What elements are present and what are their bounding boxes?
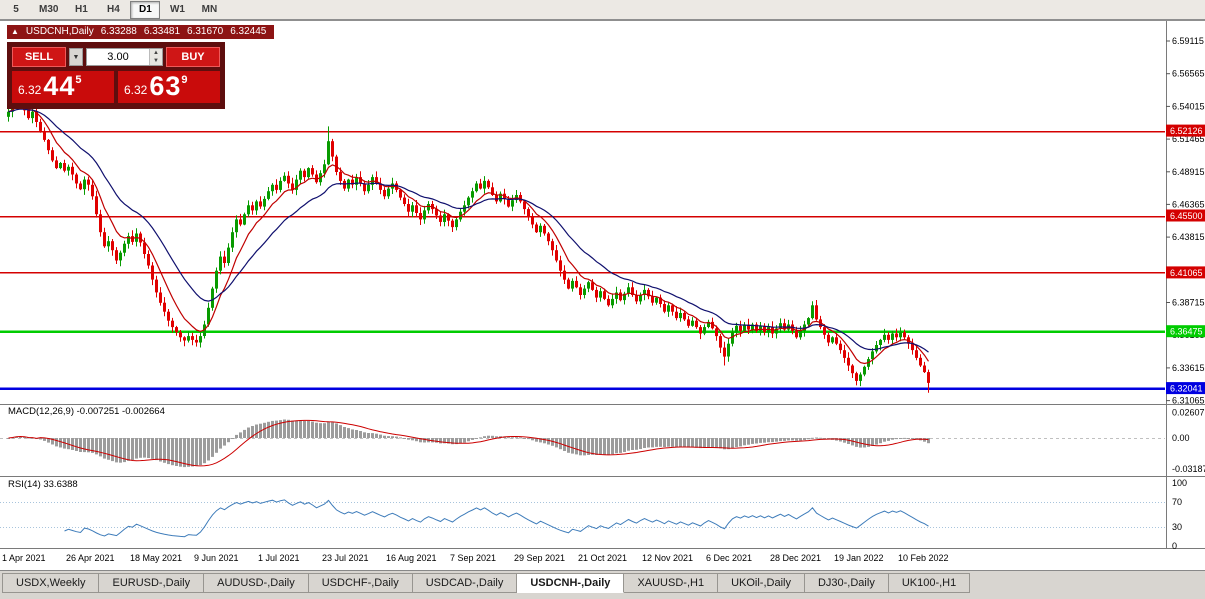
timeframe-mn[interactable]: MN	[201, 4, 218, 15]
timeframe-h1[interactable]: H1	[75, 4, 88, 15]
ohlc-close: 6.32445	[230, 26, 267, 37]
ask-price[interactable]: 6.32 63 9	[118, 71, 220, 103]
ohlc-open: 6.33288	[100, 26, 137, 37]
svg-text:12 Nov 2021: 12 Nov 2021	[642, 553, 693, 563]
bid-price[interactable]: 6.32 44 5	[12, 71, 114, 103]
ask-price-prefix: 6.32	[124, 83, 148, 97]
macd-signal-line	[8, 419, 929, 467]
timeframe-d1[interactable]: D1	[130, 0, 161, 19]
svg-text:6 Dec 2021: 6 Dec 2021	[706, 553, 752, 563]
svg-text:70: 70	[1172, 497, 1182, 507]
timeframe-toolbar: 5 M30 H1 H4 D1 W1 MN	[0, 0, 1205, 20]
svg-text:9 Jun 2021: 9 Jun 2021	[194, 553, 239, 563]
svg-text:28 Dec 2021: 28 Dec 2021	[770, 553, 821, 563]
bid-price-big: 44	[43, 71, 76, 101]
svg-text:29 Sep 2021: 29 Sep 2021	[514, 553, 565, 563]
timeframe-h4[interactable]: H4	[107, 4, 120, 15]
svg-text:0.02607: 0.02607	[1172, 408, 1205, 418]
svg-text:19 Jan 2022: 19 Jan 2022	[834, 553, 884, 563]
svg-text:6.32041: 6.32041	[1170, 384, 1203, 394]
svg-text:1 Apr 2021: 1 Apr 2021	[2, 553, 46, 563]
svg-text:26 Apr 2021: 26 Apr 2021	[66, 553, 115, 563]
svg-text:-0.03187: -0.03187	[1172, 464, 1205, 474]
svg-text:23 Jul 2021: 23 Jul 2021	[322, 553, 369, 563]
tab-usdcad-daily[interactable]: USDCAD-,Daily	[412, 573, 518, 593]
svg-text:1 Jul 2021: 1 Jul 2021	[258, 553, 300, 563]
bid-price-prefix: 6.32	[18, 83, 42, 97]
indicator-axis-labels: 0.02607 0.00 -0.03187 100 70 30 0	[1172, 408, 1205, 551]
volume-dropdown-icon[interactable]: ▼	[69, 48, 83, 66]
svg-text:6.46365: 6.46365	[1172, 199, 1205, 209]
svg-text:0: 0	[1172, 541, 1177, 551]
svg-text:10 Feb 2022: 10 Feb 2022	[898, 553, 949, 563]
svg-text:6.56565: 6.56565	[1172, 69, 1205, 79]
ohlc-high: 6.33481	[143, 26, 181, 37]
tab-ukoil-daily[interactable]: UKOil-,Daily	[718, 573, 805, 593]
ask-price-pip: 9	[181, 74, 188, 86]
svg-text:30: 30	[1172, 522, 1182, 532]
chart-title-bar: ▲ USDCNH,Daily 6.33288 6.33481 6.31670 6…	[7, 25, 275, 39]
volume-stepper[interactable]: 3.00 ▲ ▼	[86, 48, 163, 66]
tab-uk100-h1[interactable]: UK100-,H1	[888, 573, 971, 593]
timeframe-m30[interactable]: M30	[39, 4, 59, 15]
ohlc-low: 6.31670	[187, 26, 224, 37]
sell-button[interactable]: SELL	[12, 47, 66, 67]
svg-text:100: 100	[1172, 478, 1187, 488]
tab-xauusd-h1[interactable]: XAUUSD-,H1	[624, 573, 719, 593]
svg-text:6.43815: 6.43815	[1172, 232, 1205, 242]
one-click-trading-panel: SELL ▼ 3.00 ▲ ▼ BUY 6.32 44 5 6.32 63 9	[7, 42, 225, 109]
buy-button[interactable]: BUY	[166, 47, 220, 67]
date-axis-labels: 1 Apr 2021 26 Apr 2021 18 May 2021 9 Jun 20…	[2, 553, 949, 563]
svg-text:7 Sep 2021: 7 Sep 2021	[450, 553, 496, 563]
svg-text:6.31065: 6.31065	[1172, 396, 1205, 406]
tab-usdx-weekly[interactable]: USDX,Weekly	[2, 573, 100, 593]
ma-21-line	[8, 108, 929, 353]
rsi-label: RSI(14) 33.6388	[8, 479, 78, 490]
svg-text:6.54015: 6.54015	[1172, 101, 1205, 111]
hline-price-tags: 6.52126 6.45500 6.41065 6.36475 6.32041	[1166, 124, 1205, 395]
svg-text:21 Oct 2021: 21 Oct 2021	[578, 553, 627, 563]
tab-usdcnh-daily[interactable]: USDCNH-,Daily	[517, 573, 625, 593]
tab-usdchf-daily[interactable]: USDCHF-,Daily	[308, 573, 413, 593]
svg-text:6.36475: 6.36475	[1170, 327, 1203, 337]
tab-audusd-daily[interactable]: AUDUSD-,Daily	[204, 573, 309, 593]
collapse-panel-icon[interactable]: ▲	[11, 27, 19, 36]
volume-value[interactable]: 3.00	[107, 51, 129, 63]
svg-text:6.38715: 6.38715	[1172, 298, 1205, 308]
chart-tabs: USDX,Weekly EURUSD-,Daily AUDUSD-,Daily USD…	[0, 570, 1205, 599]
ask-price-big: 63	[149, 71, 182, 101]
svg-text:6.59115: 6.59115	[1172, 36, 1204, 46]
ma-8-line	[8, 105, 930, 365]
tab-eurusd-daily[interactable]: EURUSD-,Daily	[99, 573, 205, 593]
svg-text:6.52126: 6.52126	[1170, 126, 1203, 136]
svg-text:16 Aug 2021: 16 Aug 2021	[386, 553, 437, 563]
svg-text:18 May 2021: 18 May 2021	[130, 553, 182, 563]
rsi-line	[64, 499, 929, 538]
chart-symbol-period: USDCNH,Daily	[25, 26, 94, 37]
macd-histogram	[7, 419, 930, 468]
svg-text:0.00: 0.00	[1172, 433, 1190, 443]
svg-text:6.33615: 6.33615	[1172, 363, 1205, 373]
bid-price-pip: 5	[75, 74, 82, 86]
tab-dj30-daily[interactable]: DJ30-,Daily	[804, 573, 889, 593]
timeframe-w1[interactable]: W1	[169, 4, 185, 15]
svg-text:6.41065: 6.41065	[1170, 268, 1203, 278]
svg-text:6.51465: 6.51465	[1172, 134, 1205, 144]
volume-up-icon[interactable]: ▲	[150, 49, 162, 57]
svg-text:6.48915: 6.48915	[1172, 167, 1205, 177]
volume-down-icon[interactable]: ▼	[150, 57, 162, 65]
timeframe-5[interactable]: 5	[13, 4, 19, 15]
macd-label: MACD(12,26,9) -0.007251 -0.002664	[8, 406, 165, 417]
svg-text:6.45500: 6.45500	[1170, 211, 1203, 221]
